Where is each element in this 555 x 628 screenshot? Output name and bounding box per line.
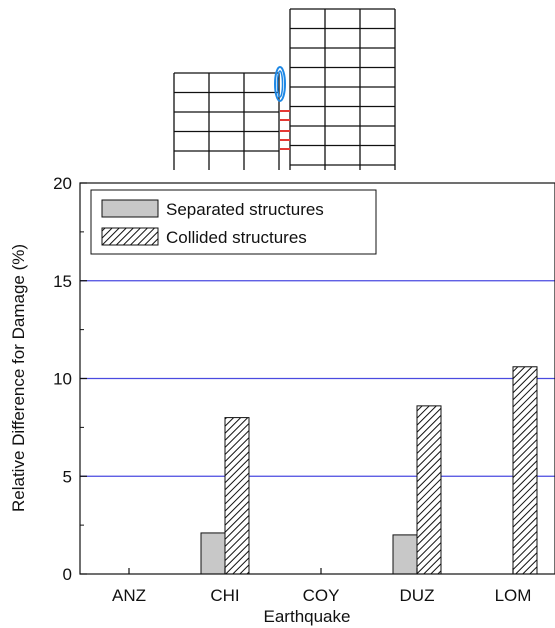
x-tick-label: ANZ [112, 586, 146, 605]
x-axis: ANZ CHI COY DUZ LOM [112, 568, 531, 605]
pounding-contact-marks [280, 110, 290, 150]
x-axis-title: Earthquake [264, 607, 351, 626]
y-axis-title: Relative Difference for Damage (%) [9, 244, 28, 512]
bar-separated-chi [200, 532, 226, 575]
bar-collided-duz [416, 405, 442, 575]
legend-label: Separated structures [166, 200, 324, 219]
contact-point-marker-inner-icon [276, 70, 284, 98]
legend-label: Collided structures [166, 228, 307, 247]
legend: Separated structures Collided structures [90, 189, 377, 255]
bars [200, 366, 538, 575]
bar-chart: 0 5 10 15 20 ANZ CHI COY DUZ LOM Earthquake Rela… [9, 174, 555, 626]
bar-separated-duz [392, 534, 418, 575]
legend-swatch [101, 227, 159, 246]
x-tick-label: COY [303, 586, 340, 605]
x-tick-label: LOM [495, 586, 532, 605]
y-tick-label: 10 [53, 370, 72, 389]
x-tick-label: DUZ [400, 586, 435, 605]
bar-collided-chi [224, 417, 250, 575]
contact-point-marker-icon [274, 66, 286, 102]
x-tick-label: CHI [210, 586, 239, 605]
right-building-frame [289, 8, 396, 170]
y-axis: 0 5 10 15 20 [53, 174, 87, 584]
bar-collided-lom [512, 366, 538, 575]
y-tick-label: 5 [63, 467, 72, 486]
legend-swatch [101, 199, 159, 218]
y-tick-label: 0 [63, 565, 72, 584]
left-building-frame [173, 72, 280, 170]
building-pounding-diagram [173, 8, 396, 170]
y-tick-label: 15 [53, 272, 72, 291]
gridlines [80, 280, 555, 477]
y-tick-label: 20 [53, 174, 72, 193]
